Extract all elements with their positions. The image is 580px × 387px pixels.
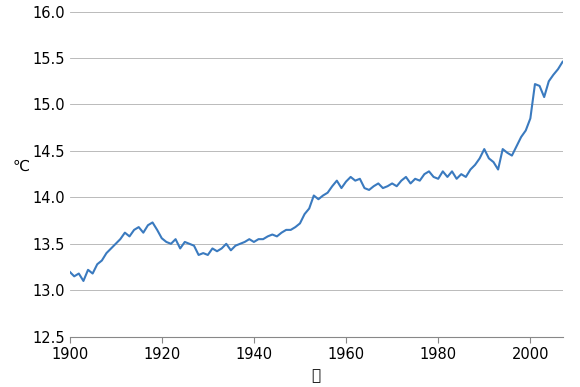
X-axis label: 年: 年	[311, 368, 321, 383]
Y-axis label: ℃: ℃	[12, 159, 30, 174]
